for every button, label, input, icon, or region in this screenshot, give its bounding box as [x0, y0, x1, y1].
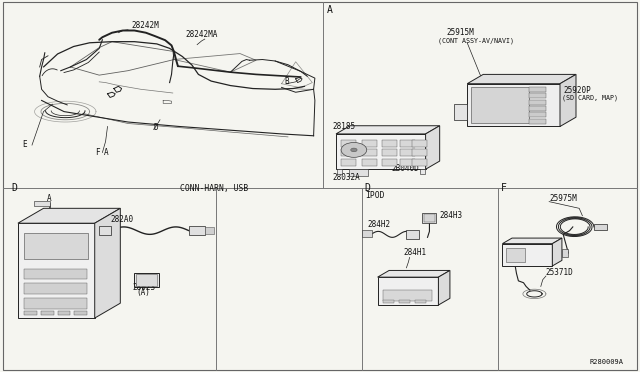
- Bar: [400, 149, 415, 156]
- Text: 284H1: 284H1: [403, 248, 426, 257]
- Bar: [529, 106, 546, 111]
- Text: 2B040D: 2B040D: [392, 164, 419, 173]
- Text: 25920P: 25920P: [563, 86, 591, 95]
- Bar: [424, 214, 435, 222]
- Bar: [24, 283, 87, 294]
- Bar: [341, 159, 356, 166]
- Bar: [529, 93, 546, 98]
- Bar: [399, 300, 410, 303]
- Bar: [506, 248, 525, 262]
- Bar: [58, 311, 70, 315]
- Text: 282A0: 282A0: [111, 215, 134, 224]
- Bar: [502, 244, 552, 266]
- Text: (SD CARD, MAP): (SD CARD, MAP): [562, 95, 618, 101]
- Text: 25915M: 25915M: [447, 28, 474, 37]
- Text: 28032A: 28032A: [332, 173, 360, 182]
- Bar: [362, 230, 372, 237]
- Bar: [529, 100, 546, 105]
- Bar: [406, 230, 419, 239]
- Bar: [41, 311, 54, 315]
- Bar: [362, 140, 377, 147]
- Bar: [529, 119, 546, 124]
- Bar: [24, 232, 88, 259]
- Text: A: A: [326, 5, 332, 15]
- Bar: [529, 112, 546, 117]
- Text: 25371D: 25371D: [546, 268, 573, 277]
- Bar: [337, 169, 342, 174]
- Polygon shape: [426, 126, 440, 169]
- Text: D: D: [365, 183, 371, 193]
- Text: F: F: [95, 148, 99, 157]
- Bar: [24, 311, 37, 315]
- Polygon shape: [378, 270, 450, 277]
- Bar: [529, 87, 546, 92]
- Bar: [18, 223, 95, 318]
- Bar: [422, 213, 436, 223]
- Bar: [349, 169, 368, 176]
- Bar: [383, 290, 432, 301]
- Polygon shape: [95, 208, 120, 318]
- Bar: [24, 269, 87, 279]
- Bar: [34, 201, 50, 206]
- Polygon shape: [552, 238, 562, 266]
- Text: CONN-HARN, USB: CONN-HARN, USB: [180, 185, 248, 193]
- Text: 28242M: 28242M: [131, 21, 159, 30]
- Bar: [412, 140, 427, 147]
- Bar: [420, 169, 425, 174]
- Polygon shape: [560, 74, 576, 126]
- Bar: [362, 149, 377, 156]
- Bar: [99, 226, 111, 235]
- Bar: [415, 300, 426, 303]
- Polygon shape: [336, 126, 440, 134]
- Text: B: B: [285, 77, 289, 86]
- Bar: [467, 84, 560, 126]
- Text: F: F: [500, 183, 506, 193]
- Bar: [74, 311, 87, 315]
- Text: E: E: [22, 140, 27, 149]
- Bar: [382, 149, 397, 156]
- Bar: [471, 87, 529, 123]
- Text: 284H2: 284H2: [367, 220, 390, 229]
- Bar: [189, 226, 205, 235]
- Text: 28242MA: 28242MA: [186, 30, 218, 39]
- Text: A: A: [104, 148, 109, 157]
- Text: 284H3: 284H3: [439, 211, 462, 220]
- Bar: [400, 140, 415, 147]
- Bar: [136, 274, 157, 286]
- Bar: [594, 224, 607, 230]
- Circle shape: [341, 142, 367, 157]
- Bar: [336, 134, 426, 169]
- Bar: [382, 140, 397, 147]
- Bar: [134, 273, 159, 287]
- Bar: [412, 149, 427, 156]
- Bar: [400, 159, 415, 166]
- Text: (A): (A): [136, 288, 150, 297]
- Text: R280009A: R280009A: [590, 359, 624, 365]
- Bar: [412, 159, 427, 166]
- Bar: [341, 149, 356, 156]
- Text: A: A: [47, 194, 51, 203]
- Text: 28185: 28185: [333, 122, 356, 131]
- Text: 25975M: 25975M: [549, 194, 577, 203]
- Polygon shape: [502, 238, 562, 244]
- Text: D: D: [12, 183, 17, 193]
- Polygon shape: [18, 208, 120, 223]
- Text: 28023: 28023: [132, 283, 156, 292]
- Polygon shape: [438, 270, 450, 305]
- Bar: [24, 298, 87, 309]
- Bar: [341, 140, 356, 147]
- Text: D: D: [154, 123, 158, 132]
- Bar: [562, 249, 568, 257]
- Bar: [362, 159, 377, 166]
- Bar: [378, 277, 438, 305]
- Circle shape: [351, 148, 357, 152]
- Bar: [205, 227, 214, 234]
- Text: (CONT ASSY-AV/NAVI): (CONT ASSY-AV/NAVI): [438, 38, 515, 44]
- Text: IPOD: IPOD: [365, 191, 384, 200]
- Bar: [454, 104, 467, 120]
- Bar: [383, 300, 394, 303]
- Bar: [382, 159, 397, 166]
- Polygon shape: [467, 74, 576, 84]
